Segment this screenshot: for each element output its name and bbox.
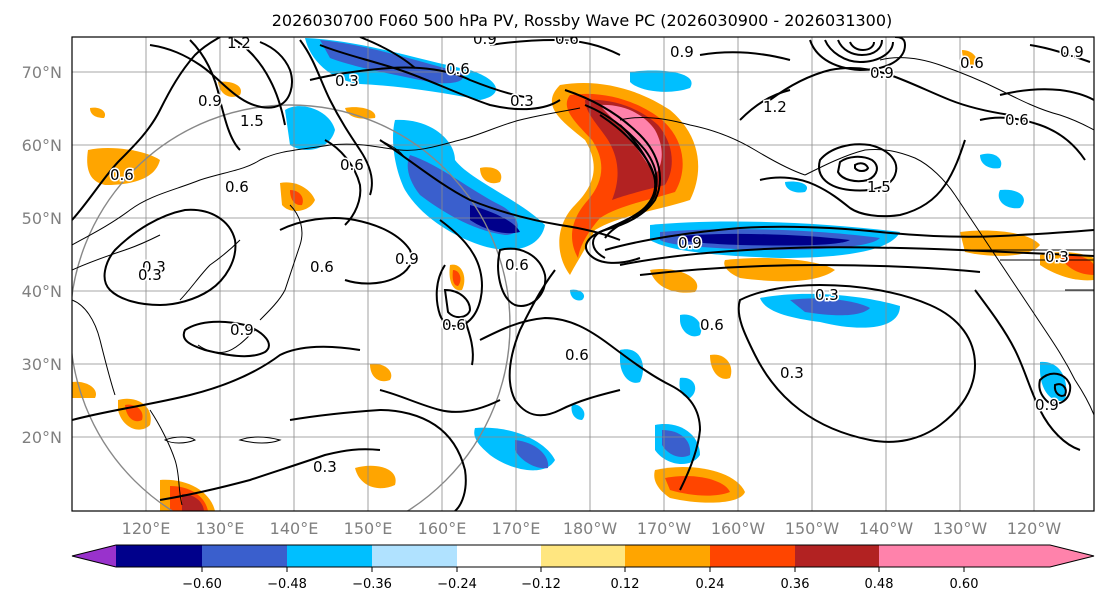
map-frame xyxy=(71,36,1095,512)
colorbar-tick-label: 0.48 xyxy=(865,577,894,592)
colorbar-bin xyxy=(202,545,287,567)
contour-label: 0.6 xyxy=(310,258,334,276)
contour-label: 0.3 xyxy=(1045,248,1069,266)
contour-label: 1.2 xyxy=(227,34,251,52)
lon-label: 130°E xyxy=(196,519,245,538)
colorbar-tick-label: 0.12 xyxy=(611,577,640,592)
colorbar-tick-label: 0.24 xyxy=(696,577,725,592)
colorbar-extend-high xyxy=(879,545,1094,567)
colorbar-tick-label: −0.48 xyxy=(267,577,307,592)
colorbar-tick-label: −0.12 xyxy=(521,577,561,592)
colorbar-tick-label: −0.36 xyxy=(352,577,392,592)
colorbar-extend-low xyxy=(72,545,116,567)
lon-label: 150°W xyxy=(785,519,840,538)
lon-label: 140°W xyxy=(859,519,914,538)
lon-label: 160°E xyxy=(418,519,467,538)
lon-label: 170°W xyxy=(637,519,692,538)
longitude-labels: 120°E 130°E 140°E 150°E 160°E 170°E 180°… xyxy=(122,519,1062,538)
colorbar: −0.60 −0.48 −0.36 −0.24 −0.12 0.12 0.24 … xyxy=(71,544,1095,592)
contour-label: 0.6 xyxy=(1005,111,1029,129)
colorbar-tick-label: 0.36 xyxy=(781,577,810,592)
contour-label: 0.6 xyxy=(225,178,249,196)
contour-label: 0.3 xyxy=(138,266,162,284)
contour-label: 0.3 xyxy=(142,258,166,276)
contour-label: 0.6 xyxy=(446,60,470,78)
lon-label: 140°E xyxy=(270,519,319,538)
lon-label: 170°E xyxy=(492,519,541,538)
contour-label: 1.2 xyxy=(763,98,787,116)
colorbar-bin xyxy=(795,545,879,567)
colorbar-tick-label: −0.24 xyxy=(437,577,477,592)
lon-label: 120°E xyxy=(122,519,171,538)
contour-label: 0.9 xyxy=(870,64,894,82)
lon-label: 160°W xyxy=(711,519,766,538)
lat-label: 40°N xyxy=(22,282,62,301)
contour-label: 1.5 xyxy=(240,112,264,130)
contour-label: 1.5 xyxy=(867,178,891,196)
colorbar-bin xyxy=(116,545,202,567)
lat-label: 30°N xyxy=(22,355,62,374)
lat-label: 50°N xyxy=(22,209,62,228)
contour-label: 0.6 xyxy=(960,54,984,72)
colorbar-bin xyxy=(625,545,710,567)
lat-label: 60°N xyxy=(22,136,62,155)
contour-label: 0.3 xyxy=(335,72,359,90)
contour-label: 0.3 xyxy=(510,92,534,110)
lon-label: 150°E xyxy=(344,519,393,538)
contour-label: 0.9 xyxy=(395,250,419,268)
pv-contours xyxy=(72,37,1094,511)
lat-label: 20°N xyxy=(22,428,62,447)
contour-label: 0.9 xyxy=(198,92,222,110)
contour-label: 0.6 xyxy=(110,166,134,184)
colorbar-bin xyxy=(457,545,541,567)
contour-label: 0.3 xyxy=(780,364,804,382)
figure-title: 2026030700 F060 500 hPa PV, Rossby Wave … xyxy=(272,11,893,30)
contour-label: 0.6 xyxy=(340,156,364,174)
colorbar-bin xyxy=(372,545,457,567)
contour-label: 0.9 xyxy=(230,321,254,339)
latitude-labels: 70°N 60°N 50°N 40°N 30°N 20°N xyxy=(22,63,62,447)
map-panel: 0.9 0.6 0.9 0.9 0.3 0.6 0.3 1.5 0.9 0.6 … xyxy=(71,30,1095,512)
contour-label: 0.9 xyxy=(473,30,497,48)
colorbar-bin xyxy=(710,545,795,567)
contour-label: 0.6 xyxy=(555,30,579,48)
lon-label: 130°W xyxy=(933,519,988,538)
colorbar-bin xyxy=(287,545,372,567)
colorbar-tick-label: 0.60 xyxy=(950,577,979,592)
contour-labels: 0.9 0.6 0.9 0.9 0.3 0.6 0.3 1.5 0.9 0.6 … xyxy=(109,30,1086,478)
graticule xyxy=(72,37,1094,511)
contour-label: 0.9 xyxy=(1035,396,1059,414)
contour-label: 0.6 xyxy=(565,346,589,364)
contour-label: 0.6 xyxy=(505,256,529,274)
colorbar-tick-label: −0.60 xyxy=(182,577,222,592)
colorbar-outline xyxy=(71,544,1095,568)
contour-label: 0.9 xyxy=(678,234,702,252)
lon-label: 120°W xyxy=(1007,519,1062,538)
contour-label: 0.9 xyxy=(1060,43,1084,61)
contour-label: 0.9 xyxy=(670,43,694,61)
contour-label: 0.6 xyxy=(700,316,724,334)
contour-label: 0.3 xyxy=(815,286,839,304)
lat-label: 70°N xyxy=(22,63,62,82)
contour-label: 0.3 xyxy=(313,458,337,476)
reference-circle xyxy=(72,104,511,511)
colorbar-bin xyxy=(541,545,625,567)
contour-label: 0.6 xyxy=(442,316,466,334)
lon-label: 180°W xyxy=(563,519,618,538)
colorbar-ticks xyxy=(201,567,965,572)
